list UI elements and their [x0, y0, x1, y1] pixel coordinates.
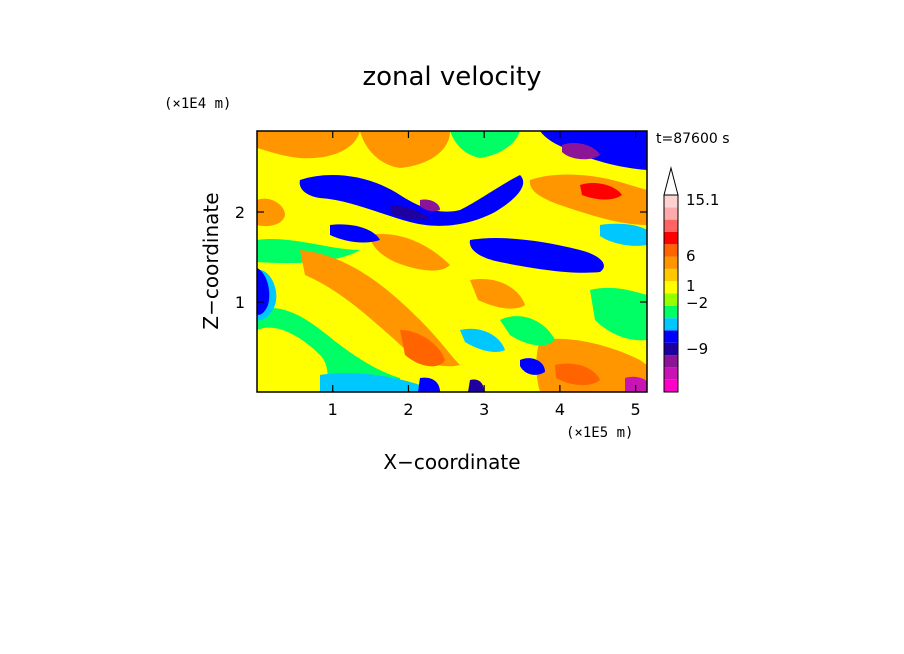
colorbar-swatch — [664, 355, 678, 368]
region-lower-orange — [400, 330, 445, 367]
colorbar-swatch — [664, 195, 678, 208]
region-mid-orange — [370, 234, 450, 271]
region-bottom-right-magenta — [625, 376, 647, 392]
heatmap-field — [257, 131, 647, 392]
region-right-green — [590, 287, 647, 341]
region-lower-left-yellow — [257, 327, 328, 392]
region-lower-right-red — [555, 363, 600, 386]
plot-frame — [256, 130, 648, 393]
colorbar-label: −9 — [686, 340, 708, 358]
region-upper-blue-band — [299, 175, 524, 226]
colorbar-swatch — [664, 268, 678, 282]
colorbar-swatch — [664, 342, 678, 356]
x-tick-label: 4 — [555, 400, 565, 419]
region-upper-right-purple — [562, 143, 600, 160]
colorbar: 15.1 6 1−2 −9 — [663, 166, 719, 393]
y-axis-label: Z−coordinate — [199, 192, 223, 329]
region-middle-blue-band — [330, 224, 380, 243]
colorbar-extend-arrow — [663, 166, 679, 196]
region-top-left-orange — [257, 131, 360, 159]
axis-ticks: 1 2 3 4 5 1 2 — [235, 131, 647, 419]
colorbar-swatch — [664, 231, 678, 245]
region-upper-right-orange — [529, 174, 647, 225]
colorbar-swatch — [664, 318, 678, 331]
colorbar-label: 6 — [686, 247, 696, 265]
colorbar-swatch — [664, 207, 678, 220]
x-tick-label: 5 — [631, 400, 641, 419]
colorbar-label: −2 — [686, 294, 708, 312]
colorbar-swatch — [664, 379, 678, 392]
region-central-cyan-streak — [460, 328, 505, 353]
time-label: t=87600 s — [656, 131, 730, 147]
y-multiplier-label: (×1E4 m) — [164, 96, 231, 112]
colorbar-swatch — [664, 256, 678, 269]
region-bottom-cyan — [320, 373, 420, 392]
y-tick-label: 2 — [235, 203, 245, 222]
region-bottom-blue — [418, 377, 440, 392]
region-upper-purple — [420, 199, 440, 212]
region-left-green-band — [257, 238, 360, 264]
region-bottom-blue-right — [520, 358, 545, 375]
region-central-green-streak — [500, 316, 555, 346]
colorbar-swatch — [664, 293, 678, 306]
x-tick-label: 1 — [328, 400, 338, 419]
region-upper-blue-core — [390, 205, 430, 221]
region-top-green — [450, 131, 520, 158]
colorbar-swatch — [664, 281, 678, 294]
colorbar-swatch — [664, 330, 678, 343]
region-right-cyan — [600, 223, 647, 246]
region-bottom-purple — [468, 379, 484, 392]
y-tick-label: 1 — [235, 293, 245, 312]
colorbar-swatch — [664, 219, 678, 232]
region-upper-right-red — [580, 183, 622, 200]
colorbar-swatch — [664, 244, 678, 257]
region-top-orange — [360, 131, 450, 168]
region-left-orange-upper — [257, 198, 285, 227]
chart-title: zonal velocity — [362, 62, 541, 92]
colorbar-swatch — [664, 367, 678, 380]
region-mid-right-blue — [469, 238, 604, 273]
colorbar-label: 15.1 — [686, 191, 719, 209]
x-tick-label: 2 — [403, 400, 413, 419]
colorbar-swatch — [664, 305, 678, 319]
x-axis-label: X−coordinate — [383, 450, 520, 474]
x-tick-label: 3 — [479, 400, 489, 419]
region-left-blue — [257, 268, 270, 315]
colorbar-label: 1 — [686, 277, 696, 295]
region-bottom-right-orange — [470, 279, 525, 309]
x-multiplier-label: (×1E5 m) — [566, 425, 633, 441]
